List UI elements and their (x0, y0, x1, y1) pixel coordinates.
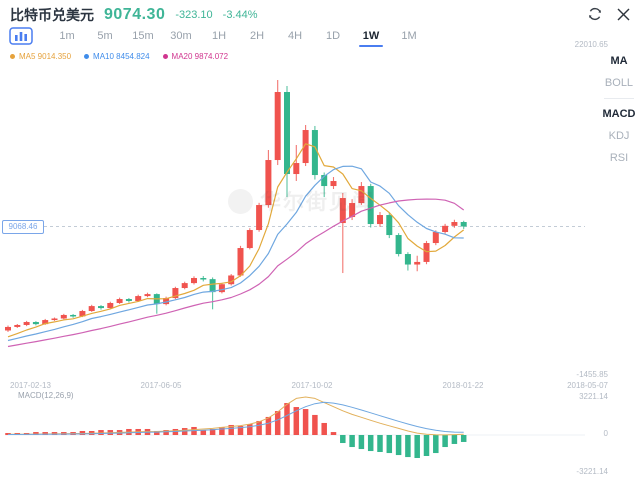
refresh-button[interactable] (586, 5, 604, 23)
x-axis-tick: 2018-01-22 (442, 381, 484, 390)
legend-dot-icon (162, 54, 168, 59)
watermark-logo-icon (228, 188, 253, 214)
tab-1h[interactable]: 1H (211, 30, 227, 42)
watermark: 华尔街见闻 (228, 186, 375, 216)
indicator-sidebar: MA BOLL MACD KDJ RSI (598, 50, 640, 169)
indicator-kdj[interactable]: KDJ (608, 130, 630, 142)
macd-axis-bottom-label: -3221.14 (576, 467, 608, 476)
legend-label: MA10 8454.824 (93, 52, 150, 61)
tab-30m[interactable]: 30m (170, 30, 192, 42)
legend-item-ma5: MA5 9014.350 (10, 52, 71, 61)
indicator-boll[interactable]: BOLL (604, 77, 634, 89)
macd-axis-top-label: 3221.14 (579, 392, 608, 401)
tab-15m[interactable]: 15m (132, 30, 154, 42)
ma-legend: MA5 9014.350 MA10 8454.824 MA20 9874.072 (10, 52, 228, 61)
legend-dot-icon (10, 54, 15, 59)
indicator-ma[interactable]: MA (610, 55, 628, 67)
chart-type-button[interactable] (8, 27, 34, 45)
pair-title: 比特币兑美元 (10, 7, 94, 23)
tab-1m[interactable]: 1m (59, 30, 75, 42)
tab-5m[interactable]: 5m (97, 30, 113, 42)
macd-axis-zero-label: 0 (603, 429, 608, 438)
x-axis-tick: 2017-06-05 (140, 381, 182, 390)
tab-2h[interactable]: 2H (249, 30, 265, 42)
tab-4h[interactable]: 4H (287, 30, 303, 42)
legend-item-ma10: MA10 8454.824 (84, 52, 150, 61)
close-button[interactable] (614, 5, 632, 23)
timeframe-tabs: 1m 5m 15m 30m 1H 2H 4H 1D 1W 1M (48, 27, 428, 47)
watermark-text: 华尔街见闻 (260, 191, 375, 214)
y-axis-min-label: -1455.85 (576, 370, 608, 379)
legend-item-ma20: MA20 9874.072 (162, 52, 229, 61)
y-axis-max-label: 22010.65 (574, 40, 608, 49)
tab-1m[interactable]: 1M (401, 30, 417, 42)
current-price-tag: 9068.46 (2, 220, 44, 235)
macd-indicator-label: MACD(12,26,9) (18, 391, 74, 400)
x-axis-tick: 2017-02-13 (10, 381, 51, 390)
tab-1d[interactable]: 1D (325, 30, 341, 42)
indicator-rsi[interactable]: RSI (609, 152, 629, 164)
legend-label: MA5 9014.350 (19, 52, 72, 61)
legend-label: MA20 9874.072 (171, 52, 229, 61)
price-change: -323.10 (175, 9, 213, 21)
timeframe-toolbar: 1m 5m 15m 30m 1H 2H 4H 1D 1W 1M (8, 26, 428, 47)
last-price: 9074.30 (104, 6, 166, 23)
x-axis-tick: 2017-10-02 (291, 381, 333, 390)
legend-dot-icon (84, 54, 90, 59)
indicator-macd[interactable]: MACD (602, 108, 636, 120)
x-axis-tick: 2018-05-07 (567, 381, 608, 390)
refresh-icon (589, 7, 601, 21)
header: 比特币兑美元 9074.30 -323.10 -3.44% (10, 4, 258, 26)
price-change-percent: -3.44% (222, 9, 258, 21)
candle-chart-icon (9, 27, 33, 45)
header-actions (586, 5, 632, 23)
tab-1w[interactable]: 1W (352, 27, 390, 47)
close-icon (617, 8, 629, 20)
sidebar-divider (604, 98, 634, 99)
